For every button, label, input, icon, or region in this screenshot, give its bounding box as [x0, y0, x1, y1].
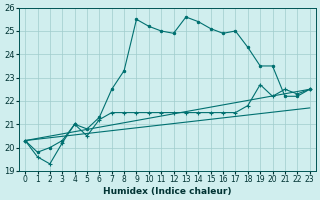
X-axis label: Humidex (Indice chaleur): Humidex (Indice chaleur) [103, 187, 232, 196]
